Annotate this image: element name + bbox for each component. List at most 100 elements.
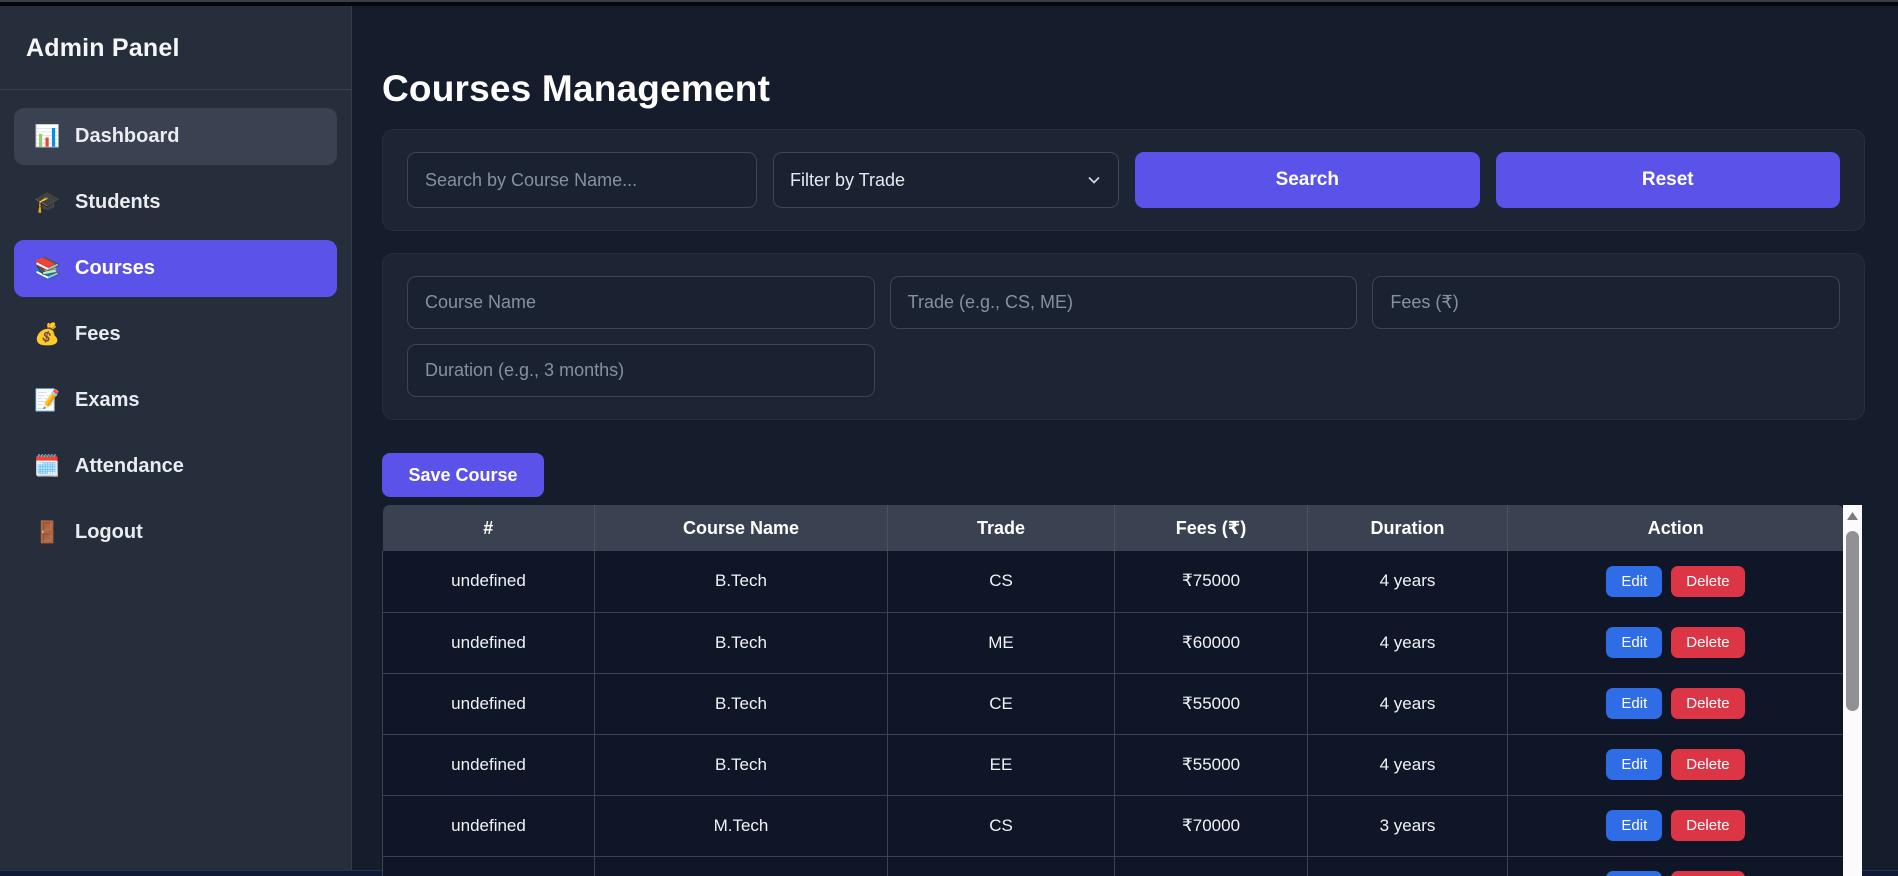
column-header: Fees (₹) — [1114, 505, 1308, 551]
edit-button[interactable]: Edit — [1606, 688, 1663, 719]
reset-button[interactable]: Reset — [1495, 152, 1840, 208]
cell-trade: CE — [887, 673, 1115, 735]
sidebar-item-label: Exams — [75, 389, 140, 411]
cell-id: undefined — [382, 551, 595, 613]
sidebar-item-exams[interactable]: 📝 Exams — [14, 372, 337, 429]
window-top-edge — [0, 0, 1898, 2]
table-row: Edit Delete — [382, 856, 1844, 876]
save-course-button[interactable]: Save Course — [382, 453, 544, 497]
scrollbar-thumb[interactable] — [1846, 531, 1859, 711]
search-button[interactable]: Search — [1135, 152, 1480, 208]
cell-course: B.Tech — [594, 673, 888, 735]
delete-button[interactable]: Delete — [1671, 871, 1745, 876]
trade-filter-value: Filter by Trade — [790, 169, 906, 190]
cell-action: Edit Delete — [1507, 673, 1844, 735]
sidebar-nav: 📊 Dashboard 🎓 Students 📚 Courses 💰 Fees 📝 Exams 🗓️… — [14, 108, 337, 561]
sidebar-title: Admin Panel — [26, 34, 180, 62]
cell-id: undefined — [382, 734, 595, 796]
sidebar: Admin Panel 📊 Dashboard 🎓 Students 📚 Courses 💰… — [0, 6, 352, 870]
cell-id — [382, 856, 595, 876]
cell-id: undefined — [382, 612, 595, 674]
column-header: Course Name — [594, 505, 888, 551]
attendance-icon: 🗓️ — [34, 454, 61, 478]
students-icon: 🎓 — [34, 190, 61, 214]
edit-button[interactable]: Edit — [1606, 810, 1663, 841]
table-scrollbar[interactable] — [1843, 505, 1862, 876]
cell-duration: 3 years — [1307, 795, 1508, 857]
course-form — [382, 253, 1865, 420]
logout-icon: 🚪 — [34, 520, 61, 544]
trade-filter-select[interactable]: Filter by Trade — [773, 152, 1119, 208]
cell-fees: ₹75000 — [1114, 551, 1308, 613]
trade-field[interactable] — [889, 276, 1358, 329]
sidebar-item-label: Students — [75, 191, 161, 213]
cell-course: M.Tech — [594, 795, 888, 857]
delete-button[interactable]: Delete — [1671, 565, 1745, 597]
cell-action: Edit Delete — [1507, 734, 1844, 796]
sidebar-item-fees[interactable]: 💰 Fees — [14, 306, 337, 363]
cell-course: B.Tech — [594, 551, 888, 613]
cell-course: B.Tech — [594, 612, 888, 674]
column-header: Duration — [1307, 505, 1508, 551]
cell-trade: CS — [887, 795, 1115, 857]
delete-button[interactable]: Delete — [1671, 749, 1745, 780]
column-header: Trade — [887, 505, 1115, 551]
dashboard-icon: 📊 — [34, 124, 61, 148]
cell-action: Edit Delete — [1507, 856, 1844, 876]
cell-id: undefined — [382, 795, 595, 857]
sidebar-item-label: Fees — [75, 323, 121, 345]
delete-button[interactable]: Delete — [1671, 627, 1745, 658]
main-content: Courses Management Filter by Trade Searc… — [352, 6, 1898, 876]
sidebar-item-dashboard[interactable]: 📊 Dashboard — [14, 108, 337, 165]
delete-button[interactable]: Delete — [1671, 810, 1745, 841]
cell-fees: ₹70000 — [1114, 795, 1308, 857]
sidebar-item-label: Courses — [75, 257, 156, 279]
edit-button[interactable]: Edit — [1606, 749, 1663, 780]
cell-action: Edit Delete — [1507, 795, 1844, 857]
edit-button[interactable]: Edit — [1606, 627, 1663, 658]
sidebar-item-courses[interactable]: 📚 Courses — [14, 240, 337, 297]
table-row: undefined M.Tech CS ₹70000 3 years Edit Delete — [382, 795, 1844, 857]
filter-bar: Filter by Trade Search Reset — [382, 129, 1865, 231]
search-input[interactable] — [407, 152, 757, 208]
cell-duration: 4 years — [1307, 612, 1508, 674]
window-top-edge-dark — [0, 2, 1898, 6]
courses-table-container: # Course Name Trade Fees (₹) Duration Action … — [382, 505, 1862, 876]
table-row: undefined B.Tech CE ₹55000 4 years Edit Delete — [382, 673, 1844, 735]
sidebar-item-label: Logout — [75, 521, 143, 543]
cell-trade: CS — [887, 551, 1115, 613]
table-row: undefined B.Tech EE ₹55000 4 years Edit Delete — [382, 734, 1844, 796]
chevron-down-icon — [1088, 176, 1100, 184]
sidebar-item-label: Attendance — [75, 455, 184, 477]
cell-course: B.Tech — [594, 734, 888, 796]
cell-trade: EE — [887, 734, 1115, 796]
sidebar-item-label: Dashboard — [75, 125, 180, 147]
table-row: undefined B.Tech CS ₹75000 4 years Edit Delete — [382, 551, 1844, 613]
cell-duration: 4 years — [1307, 734, 1508, 796]
cell-trade: ME — [887, 612, 1115, 674]
fees-icon: 💰 — [34, 322, 61, 346]
sidebar-divider — [0, 89, 351, 90]
sidebar-item-students[interactable]: 🎓 Students — [14, 174, 337, 231]
cell-fees: ₹55000 — [1114, 673, 1308, 735]
edit-button[interactable]: Edit — [1606, 565, 1663, 597]
cell-fees — [1114, 856, 1308, 876]
courses-icon: 📚 — [34, 256, 61, 280]
cell-id: undefined — [382, 673, 595, 735]
cell-duration — [1307, 856, 1508, 876]
duration-field[interactable] — [407, 344, 875, 397]
cell-course — [594, 856, 888, 876]
edit-button[interactable]: Edit — [1606, 871, 1663, 876]
exams-icon: 📝 — [34, 388, 61, 412]
cell-trade — [887, 856, 1115, 876]
scrollbar-up-arrow-icon[interactable] — [1843, 505, 1862, 527]
delete-button[interactable]: Delete — [1671, 688, 1745, 719]
sidebar-item-attendance[interactable]: 🗓️ Attendance — [14, 438, 337, 495]
course-name-field[interactable] — [407, 276, 875, 329]
table-header: # Course Name Trade Fees (₹) Duration Action — [382, 505, 1844, 551]
sidebar-item-logout[interactable]: 🚪 Logout — [14, 504, 337, 561]
cell-action: Edit Delete — [1507, 612, 1844, 674]
cell-duration: 4 years — [1307, 673, 1508, 735]
fees-field[interactable] — [1372, 276, 1840, 329]
